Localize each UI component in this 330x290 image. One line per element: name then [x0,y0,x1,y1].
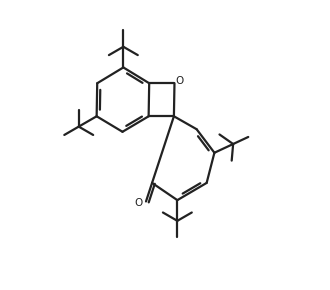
Text: O: O [135,198,143,208]
Text: O: O [176,76,184,86]
